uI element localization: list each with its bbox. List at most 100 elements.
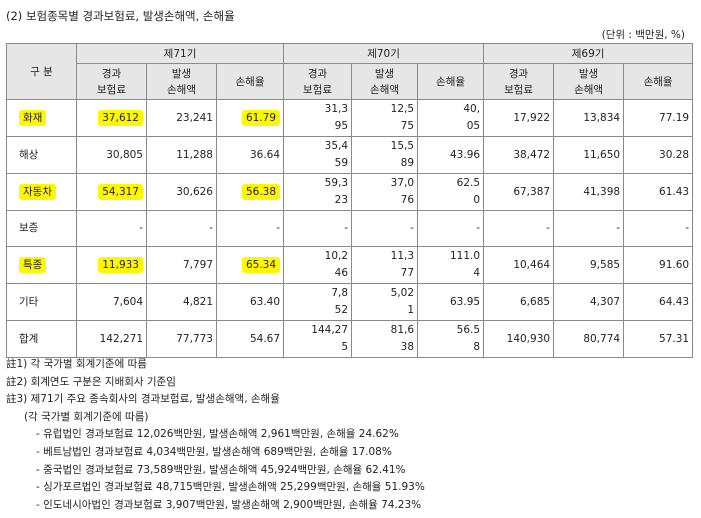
cell-value: 142,271 [99, 332, 143, 345]
subheader-ratio: 손해율 [417, 63, 485, 100]
table-cell: 6,685 [483, 283, 555, 321]
table-cell: 11,650 [553, 136, 625, 174]
subheader-ratio: 손해율 [623, 63, 694, 100]
cell-value: 4,821 [182, 295, 213, 308]
table-cell: 17,922 [483, 99, 555, 137]
loss-ratio-table: 구 분 제71기 제70기 제69기 경과 보험료 발생 손해액 손해율 경과 … [6, 43, 694, 358]
row-label-text: 해상 [19, 148, 39, 161]
table-cell: 54.67 [215, 320, 285, 358]
cell-value: 65.34 [241, 256, 281, 273]
table-cell: - [351, 210, 419, 247]
cell-value: 54,317 [98, 183, 143, 200]
table-row: 자동차 54,317 30,626 56.38 59,3 23 37,0 76 62.5 0… [6, 173, 694, 211]
table-cell: 30.28 [623, 136, 694, 174]
table-cell: 38,472 [483, 136, 555, 174]
section-title: (2) 보험종목별 경과보험료, 발생손해액, 손해율 [6, 9, 235, 23]
table-cell: 31,3 95 [283, 99, 353, 137]
cell-value: 30,626 [176, 185, 213, 198]
subheader-premium: 경과 보험료 [483, 63, 555, 100]
table-cell: 56.5 8 [417, 320, 485, 358]
row-label: 특종 [6, 246, 77, 284]
table-cell: 4,821 [146, 283, 217, 321]
cell-value: 31,3 95 [324, 103, 349, 132]
table-cell: 64.43 [623, 283, 694, 321]
table-cell: 4,307 [553, 283, 625, 321]
cell-value: - [616, 222, 621, 234]
table-cell: 63.95 [417, 283, 485, 321]
table-cell: 54,317 [76, 173, 147, 211]
cell-value: 30.28 [659, 148, 690, 161]
cell-value: 4,307 [590, 295, 621, 308]
cell-value: 11,288 [176, 148, 213, 161]
table-cell: 37,0 76 [351, 173, 419, 211]
cell-value: - [139, 222, 143, 234]
table-row: 기타 7,604 4,821 63.40 7,8 52 5,02 1 63.95 6,685 4… [6, 283, 694, 321]
table-cell: 7,8 52 [283, 283, 353, 321]
table-cell: 43.96 [417, 136, 485, 174]
table-cell: 7,604 [76, 283, 147, 321]
table-cell: 37,612 [76, 99, 147, 137]
subheader-premium: 경과 보험료 [76, 63, 147, 100]
table-row: 합계 142,271 77,773 54.67 144,27 5 81,6 38 56.5 … [6, 320, 694, 358]
header-period-69: 제69기 [483, 43, 694, 64]
table-cell: 9,585 [553, 246, 625, 284]
table-cell: 41,398 [553, 173, 625, 211]
cell-value: 6,685 [520, 295, 551, 308]
table-cell: 23,241 [146, 99, 217, 137]
header-period-70: 제70기 [283, 43, 485, 64]
footnote-item: - 유럽법인 경과보험료 12,026백만원, 발생손해액 2,961백만원, … [36, 428, 399, 441]
cell-value: 140,930 [506, 332, 551, 345]
cell-value: 12,5 75 [390, 103, 415, 132]
cell-value: 63.40 [249, 295, 281, 308]
cell-value: 35,4 59 [324, 140, 349, 169]
table-cell: 81,6 38 [351, 320, 419, 358]
cell-value: - [546, 222, 551, 234]
cell-value: 11,650 [583, 148, 621, 161]
table-cell: - [623, 210, 694, 247]
cell-value: 7,8 52 [331, 287, 349, 316]
row-label-text: 자동차 [19, 183, 56, 200]
cell-value: 91.60 [659, 258, 690, 271]
table-cell: 13,834 [553, 99, 625, 137]
cell-value: 23,241 [176, 111, 213, 124]
footnote-item: - 중국법인 경과보험료 73,589백만원, 발생손해액 45,924백만원,… [36, 463, 406, 476]
table-cell: - [553, 210, 625, 247]
table-cell: 35,4 59 [283, 136, 353, 174]
cell-value: 37,612 [98, 109, 143, 126]
cell-value: 61.79 [241, 109, 281, 126]
cell-value: 111.0 4 [450, 250, 481, 279]
cell-value: 7,604 [112, 295, 143, 308]
cell-value: 61.43 [659, 185, 690, 198]
subheader-loss: 발생 손해액 [351, 63, 419, 100]
row-label: 합계 [6, 320, 77, 358]
row-label: 기타 [6, 283, 77, 321]
cell-value: 5,02 1 [390, 287, 415, 316]
table-cell: 11,933 [76, 246, 147, 284]
cell-value: 41,398 [583, 185, 621, 198]
table-cell: 67,387 [483, 173, 555, 211]
cell-value: 30,805 [106, 148, 143, 161]
table-cell: 11,288 [146, 136, 217, 174]
table-cell: 36.64 [215, 136, 285, 174]
cell-value: 13,834 [583, 111, 621, 124]
cell-value: 9,585 [590, 258, 621, 271]
row-label: 해상 [6, 136, 77, 174]
table-cell: 5,02 1 [351, 283, 419, 321]
table-cell: 61.79 [215, 99, 285, 137]
header-corner: 구 분 [6, 43, 77, 100]
cell-value: 7,797 [182, 258, 213, 271]
cell-value: 36.64 [249, 148, 281, 161]
row-label-text: 보증 [19, 222, 39, 234]
cell-value: 38,472 [513, 148, 551, 161]
table-cell: 30,805 [76, 136, 147, 174]
cell-value: 57.31 [659, 332, 690, 345]
table-cell: 56.38 [215, 173, 285, 211]
cell-value: 15,5 89 [390, 140, 415, 169]
table-cell: 142,271 [76, 320, 147, 358]
footnote-item: - 싱가포르법인 경과보험료 48,715백만원, 발생손해액 25,299백만… [36, 481, 425, 494]
table-row: 보증 - - - - - - - - - [6, 210, 694, 247]
cell-value: - [209, 222, 213, 234]
cell-value: 80,774 [583, 332, 621, 345]
row-label-text: 특종 [19, 256, 47, 273]
cell-value: 11,933 [98, 256, 143, 273]
